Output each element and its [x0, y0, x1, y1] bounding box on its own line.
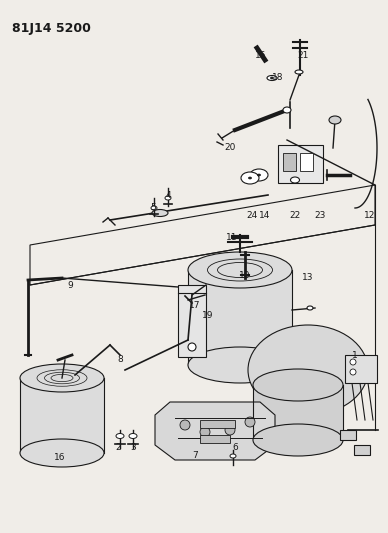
Bar — [283, 153, 296, 171]
Text: 24: 24 — [246, 211, 258, 220]
Bar — [278, 145, 323, 183]
Ellipse shape — [129, 433, 137, 439]
Text: 9: 9 — [67, 280, 73, 289]
Bar — [200, 435, 230, 443]
Ellipse shape — [258, 174, 260, 176]
Text: 12: 12 — [364, 211, 376, 220]
Bar — [340, 430, 356, 440]
Text: 19: 19 — [202, 311, 214, 319]
Ellipse shape — [307, 306, 313, 310]
Ellipse shape — [267, 76, 277, 80]
Ellipse shape — [253, 369, 343, 401]
Bar — [345, 355, 377, 383]
Ellipse shape — [230, 454, 236, 458]
Text: 18: 18 — [272, 74, 284, 83]
Text: 1: 1 — [352, 351, 358, 359]
Ellipse shape — [283, 107, 291, 113]
Ellipse shape — [152, 209, 168, 216]
Ellipse shape — [151, 206, 157, 210]
Text: 21: 21 — [297, 51, 309, 60]
Text: 16: 16 — [54, 454, 66, 463]
Ellipse shape — [165, 196, 171, 200]
Polygon shape — [30, 185, 375, 285]
Text: 11: 11 — [226, 233, 238, 243]
Ellipse shape — [20, 364, 104, 392]
Circle shape — [245, 417, 255, 427]
Bar — [354, 445, 370, 455]
Circle shape — [200, 427, 210, 437]
Text: 81J14 5200: 81J14 5200 — [12, 22, 91, 35]
Text: 22: 22 — [289, 211, 301, 220]
Ellipse shape — [188, 252, 292, 288]
Text: 5: 5 — [150, 203, 156, 212]
Text: 6: 6 — [232, 443, 238, 453]
Ellipse shape — [270, 77, 274, 79]
Ellipse shape — [116, 433, 124, 439]
Ellipse shape — [248, 177, 251, 179]
Polygon shape — [188, 270, 292, 365]
Text: 13: 13 — [302, 273, 314, 282]
Polygon shape — [20, 378, 104, 453]
Ellipse shape — [253, 424, 343, 456]
Ellipse shape — [248, 325, 368, 415]
Circle shape — [225, 425, 235, 435]
Text: 8: 8 — [117, 356, 123, 365]
Ellipse shape — [250, 169, 268, 181]
Text: 4: 4 — [165, 190, 171, 199]
Circle shape — [350, 359, 356, 365]
Text: 2: 2 — [115, 443, 121, 453]
Text: 3: 3 — [130, 443, 136, 453]
Bar — [178, 285, 206, 357]
Ellipse shape — [241, 172, 259, 184]
Text: 20: 20 — [224, 143, 236, 152]
Bar — [200, 420, 235, 428]
Text: 10: 10 — [239, 271, 251, 279]
Text: 17: 17 — [189, 301, 201, 310]
Text: 7: 7 — [192, 450, 198, 459]
Circle shape — [188, 343, 196, 351]
Text: 23: 23 — [314, 211, 326, 220]
Circle shape — [350, 369, 356, 375]
Text: 14: 14 — [259, 211, 271, 220]
Ellipse shape — [20, 439, 104, 467]
Polygon shape — [253, 385, 343, 440]
Text: 15: 15 — [255, 51, 267, 60]
Ellipse shape — [295, 70, 303, 74]
Ellipse shape — [291, 177, 300, 183]
Circle shape — [180, 420, 190, 430]
Bar — [300, 153, 313, 171]
Ellipse shape — [329, 116, 341, 124]
Polygon shape — [155, 402, 275, 460]
Ellipse shape — [188, 347, 292, 383]
